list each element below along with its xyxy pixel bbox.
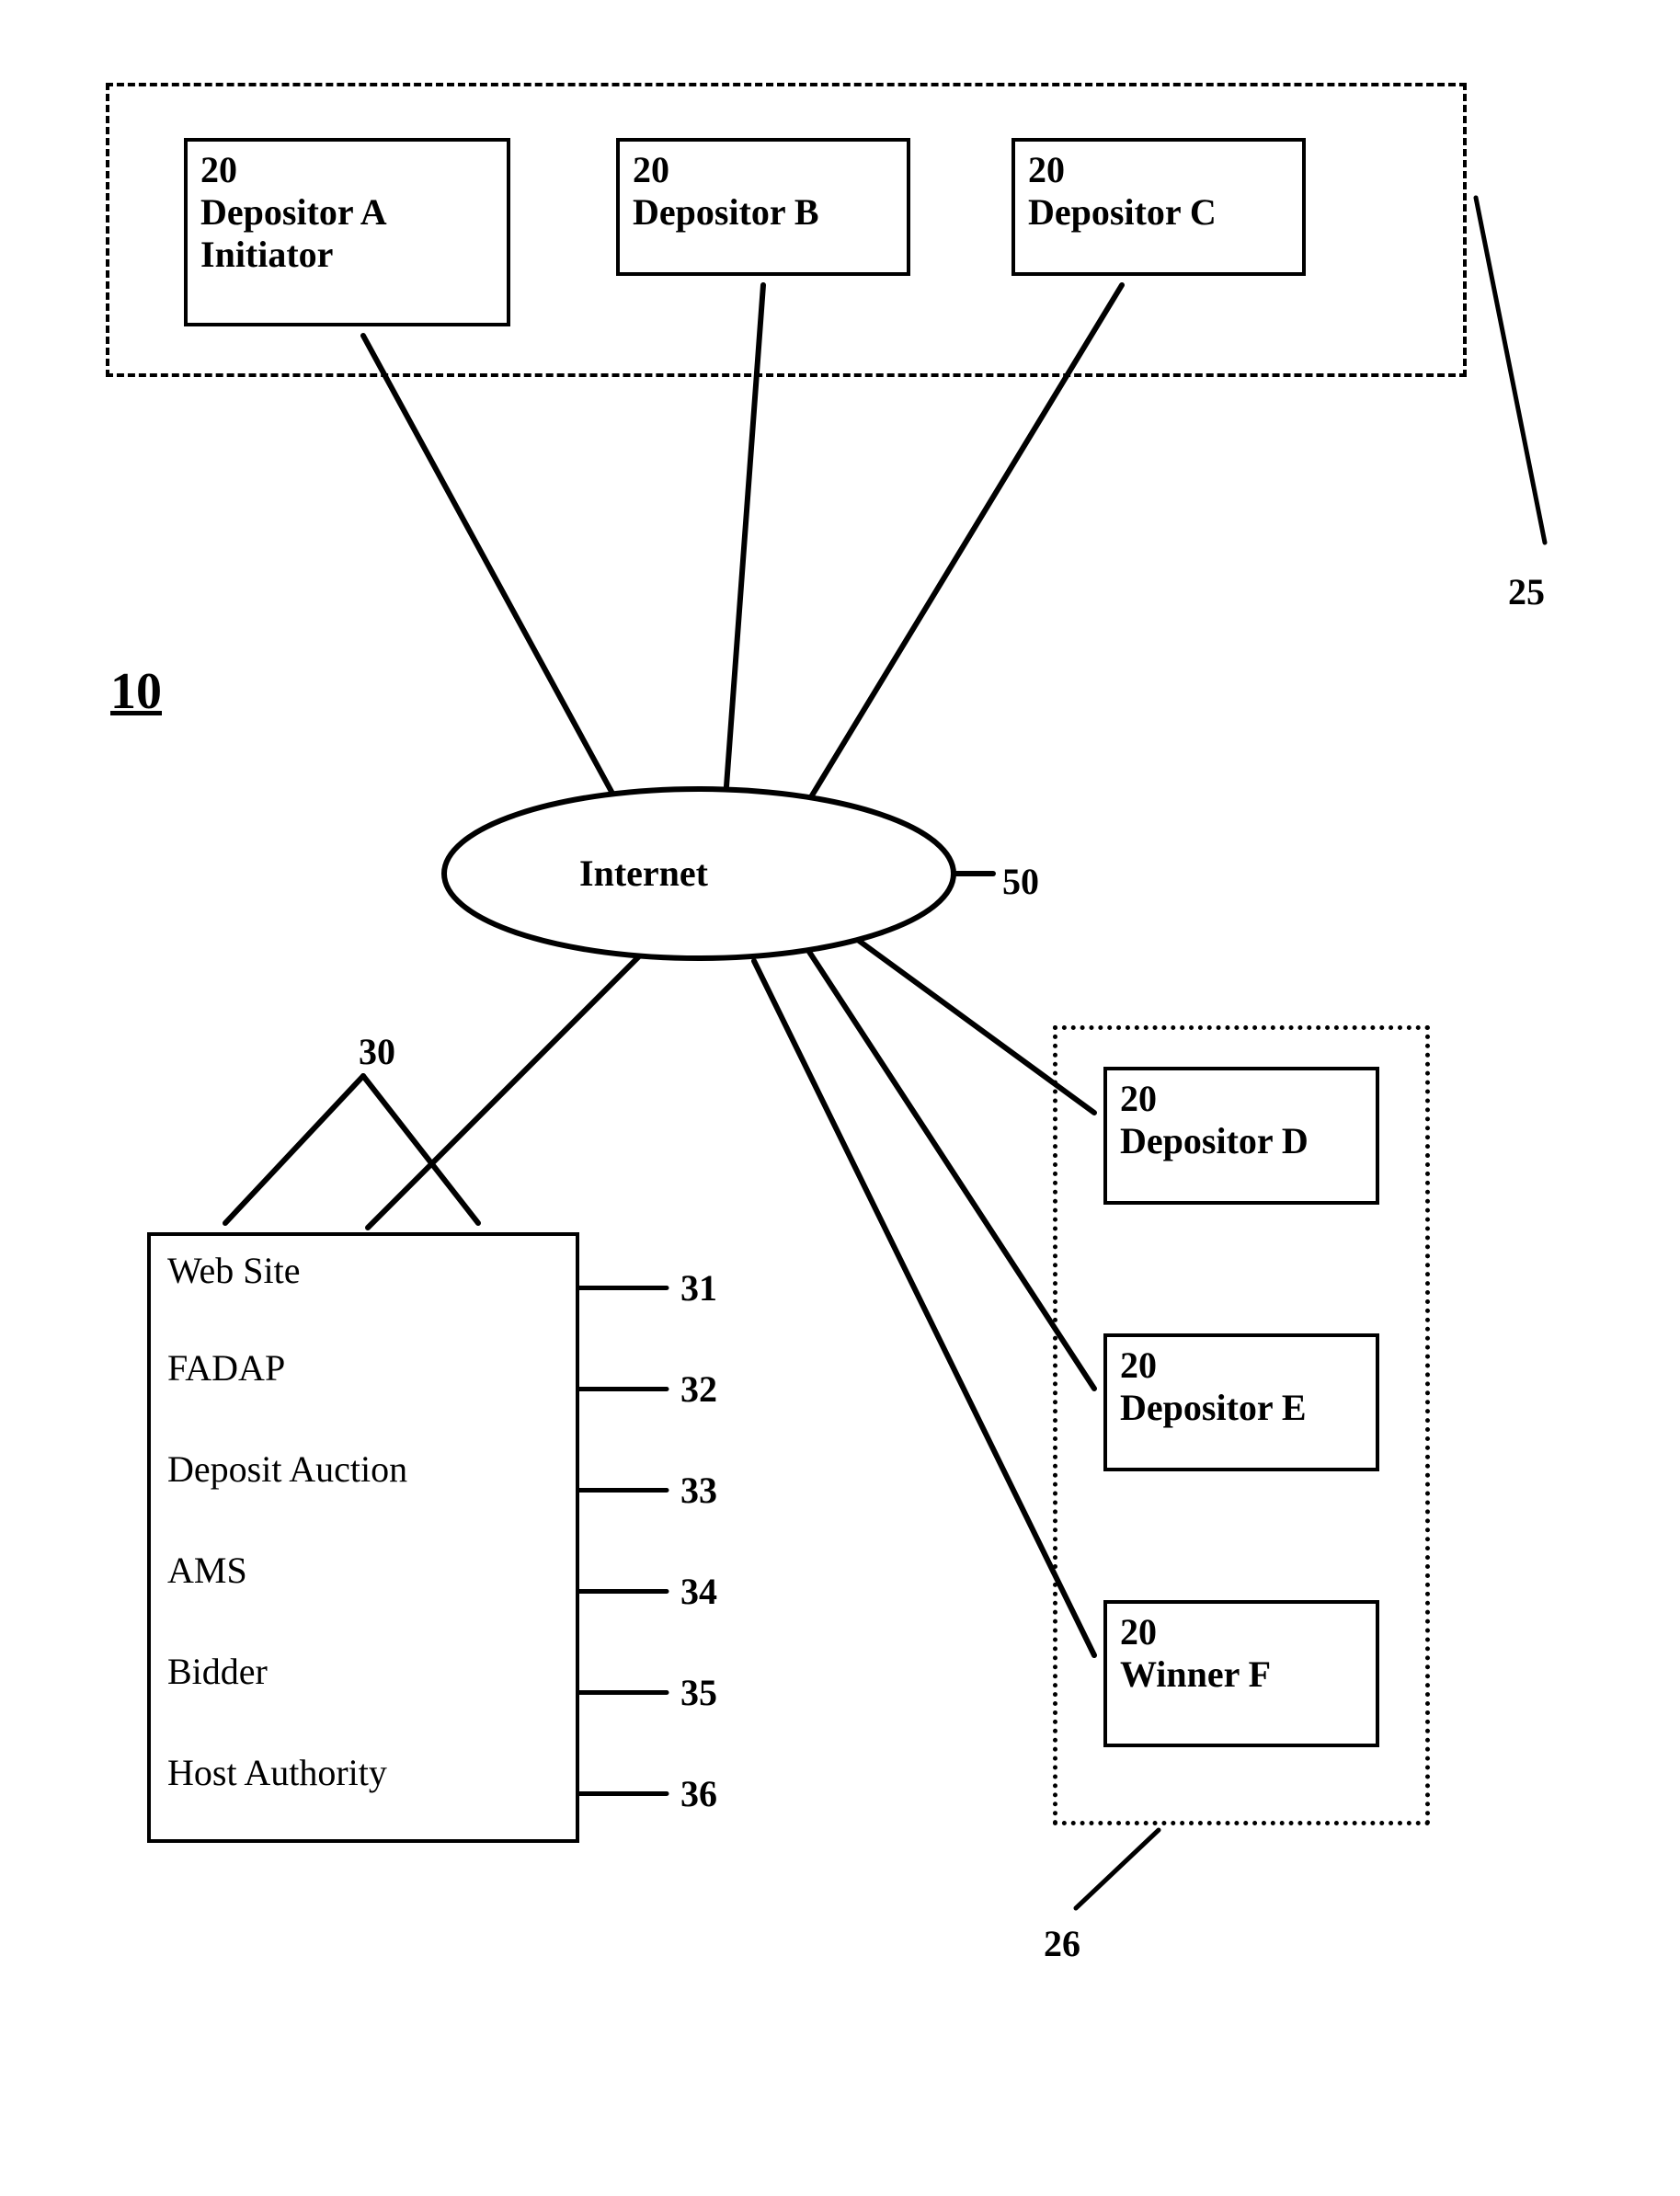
reference-label: 32 [680,1367,717,1411]
reference-label: 26 [1044,1922,1080,1965]
internet-label: Internet [579,852,708,895]
depositor-box-right-1: 20Depositor E [1103,1333,1379,1471]
box-name: Winner F [1120,1653,1363,1696]
stack-row-3: AMS [147,1536,579,1641]
box-ref: 20 [200,149,494,191]
depositor-box-top-0: 20Depositor AInitiator [184,138,510,326]
box-name: Initiator [200,234,494,276]
stack-row-1: FADAP [147,1333,579,1438]
box-ref: 20 [1120,1611,1363,1653]
reference-label: 31 [680,1266,717,1310]
box-name: Depositor D [1120,1120,1363,1162]
box-ref: 20 [1120,1344,1363,1387]
box-name: Depositor E [1120,1387,1363,1429]
box-ref: 20 [1120,1078,1363,1120]
box-name: Depositor B [633,191,894,234]
reference-label: 34 [680,1570,717,1613]
stack-row-5: Host Authority [147,1738,579,1843]
stack-row-2: Deposit Auction [147,1435,579,1539]
depositor-box-right-2: 20Winner F [1103,1600,1379,1747]
reference-label: 33 [680,1469,717,1512]
box-ref: 20 [633,149,894,191]
reference-label: 30 [359,1030,395,1073]
stack-row-4: Bidder [147,1637,579,1742]
box-name: Depositor A [200,191,494,234]
reference-label: 50 [1002,860,1039,903]
depositor-box-top-1: 20Depositor B [616,138,910,276]
internet-node: Internet [441,786,956,961]
figure-number: 10 [110,662,162,721]
depositor-box-right-0: 20Depositor D [1103,1067,1379,1205]
stack-row-0: Web Site [147,1232,579,1337]
depositor-box-top-2: 20Depositor C [1011,138,1306,276]
box-ref: 20 [1028,149,1289,191]
reference-label: 25 [1508,570,1545,613]
reference-label: 35 [680,1671,717,1714]
box-name: Depositor C [1028,191,1289,234]
reference-label: 36 [680,1772,717,1815]
